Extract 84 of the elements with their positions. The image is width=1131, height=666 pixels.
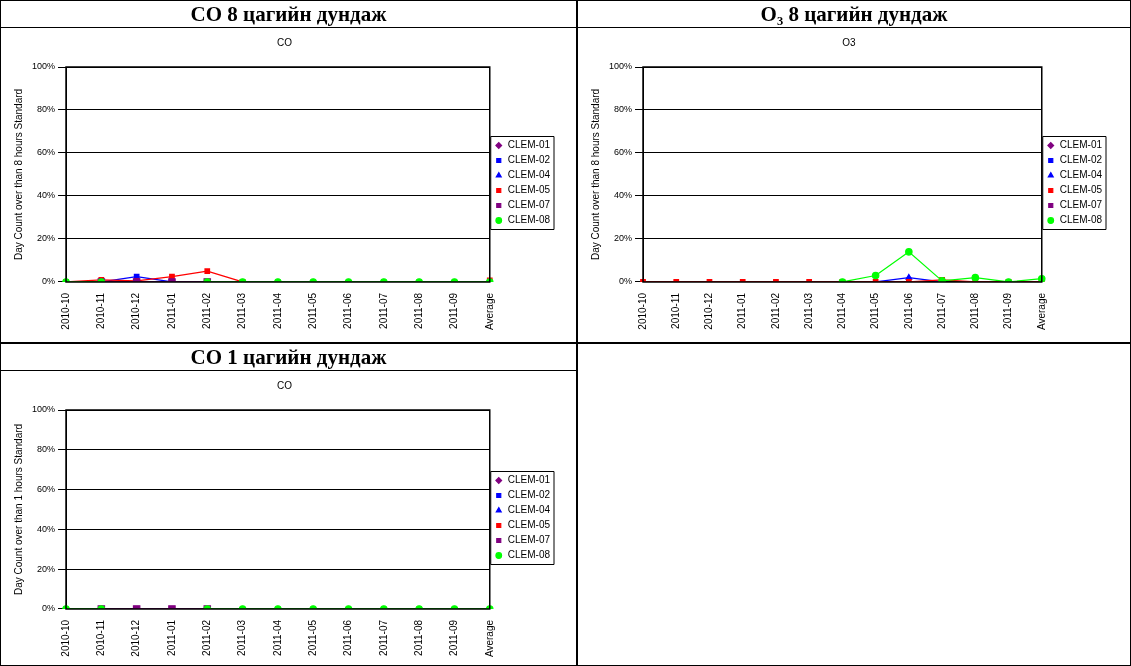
y-tick-label: 80%	[614, 104, 633, 115]
legend-label: CLEM-07	[507, 199, 551, 211]
x-tick-label: 2011-05	[869, 292, 881, 329]
legend-label: CLEM-02	[507, 489, 551, 501]
legend-label: CLEM-08	[507, 549, 551, 561]
legend-label: CLEM-01	[507, 474, 551, 486]
x-tick-label: 2010-12	[703, 292, 715, 330]
y-tick-label: 0%	[42, 276, 56, 287]
chart-subtitle: CO	[277, 36, 293, 48]
x-tick-label: 2011-02	[201, 619, 213, 656]
y-tick-label: 60%	[37, 484, 56, 495]
x-tick-label: 2011-09	[448, 292, 460, 329]
x-tick-label: 2010-11	[95, 292, 107, 329]
x-tick-label: 2011-09	[448, 619, 460, 656]
legend-label: CLEM-04	[1059, 169, 1103, 181]
y-tick-label: 100%	[31, 61, 56, 72]
chart-title: CO 1 цагийн дундаж	[1, 344, 576, 371]
y-tick-label: 100%	[608, 61, 633, 72]
x-tick-label: 2011-01	[165, 619, 177, 656]
legend-label: CLEM-04	[507, 504, 551, 516]
legend-label: CLEM-01	[507, 139, 551, 151]
x-tick-label: 2011-04	[271, 619, 283, 656]
x-tick-label: 2010-12	[130, 292, 142, 330]
x-tick-label: Average	[483, 292, 495, 331]
x-tick-label: 2010-10	[59, 292, 71, 330]
x-tick-label: 2011-05	[306, 619, 318, 656]
y-axis-title: Day Count over than 8 hours Standard	[12, 88, 24, 261]
chart-subtitle: O3	[842, 36, 857, 48]
x-tick-label: 2011-06	[342, 292, 354, 329]
x-tick-label: 2011-08	[969, 292, 981, 329]
x-tick-label: 2011-05	[306, 292, 318, 329]
x-tick-label: 2010-10	[59, 619, 71, 657]
x-tick-label: 2011-04	[836, 292, 848, 329]
x-tick-label: Average	[1035, 292, 1047, 331]
y-tick-label: 40%	[37, 190, 56, 201]
x-tick-label: 2011-03	[236, 292, 248, 329]
y-tick-label: 80%	[37, 104, 56, 115]
x-tick-label: 2010-12	[130, 619, 142, 657]
x-tick-label: 2011-06	[902, 292, 914, 329]
legend-label: CLEM-05	[507, 184, 551, 196]
y-tick-label: 60%	[37, 147, 56, 158]
x-tick-label: 2011-07	[377, 619, 389, 656]
x-tick-label: 2011-09	[1002, 292, 1014, 329]
legend-label: CLEM-02	[1059, 154, 1103, 166]
x-tick-label: 2010-11	[670, 292, 681, 329]
legend-label: CLEM-05	[1059, 184, 1103, 196]
x-tick-label: 2011-01	[736, 292, 748, 329]
y-tick-label: 20%	[37, 563, 56, 574]
y-tick-label: 20%	[614, 233, 633, 244]
x-tick-label: 2011-07	[935, 292, 947, 329]
x-tick-label: Average	[483, 619, 495, 658]
chart-title: CO 8 цагийн дундаж	[1, 1, 576, 28]
x-tick-label: 2011-03	[236, 619, 248, 656]
y-tick-label: 40%	[37, 523, 56, 534]
chart-title: O₃ 8 цагийн дундаж	[578, 1, 1130, 28]
legend-label: CLEM-07	[507, 534, 551, 546]
x-tick-label: 2011-06	[342, 619, 354, 656]
y-tick-label: 0%	[619, 276, 633, 287]
y-tick-label: 0%	[42, 603, 56, 614]
x-tick-label: 2011-04	[271, 292, 283, 329]
legend-label: CLEM-05	[507, 519, 551, 531]
x-tick-label: 2011-08	[412, 292, 424, 329]
chart-subtitle: CO	[277, 379, 293, 391]
legend-label: CLEM-08	[507, 214, 551, 226]
x-tick-label: 2010-10	[636, 292, 648, 330]
x-tick-label: 2011-07	[377, 292, 389, 329]
y-axis-title: Day Count over than 8 hours Standard	[589, 88, 601, 261]
y-tick-label: 20%	[37, 233, 56, 244]
legend-label: CLEM-07	[1059, 199, 1103, 211]
x-tick-label: 2011-03	[802, 292, 814, 329]
y-axis-title: Day Count over than 1 hours Standard	[12, 423, 24, 596]
y-tick-label: 60%	[614, 147, 633, 158]
legend-label: CLEM-04	[507, 169, 551, 181]
x-tick-label: 2010-11	[95, 619, 107, 656]
x-tick-label: 2011-02	[769, 292, 781, 329]
x-tick-label: 2011-02	[201, 292, 213, 329]
legend-label: CLEM-08	[1059, 214, 1103, 226]
y-tick-label: 80%	[37, 444, 56, 455]
y-tick-label: 40%	[614, 190, 633, 201]
y-tick-label: 100%	[31, 404, 56, 415]
x-tick-label: 2011-08	[412, 619, 424, 656]
legend-label: CLEM-02	[507, 154, 551, 166]
legend-label: CLEM-01	[1059, 139, 1103, 151]
x-tick-label: 2011-01	[165, 292, 177, 329]
